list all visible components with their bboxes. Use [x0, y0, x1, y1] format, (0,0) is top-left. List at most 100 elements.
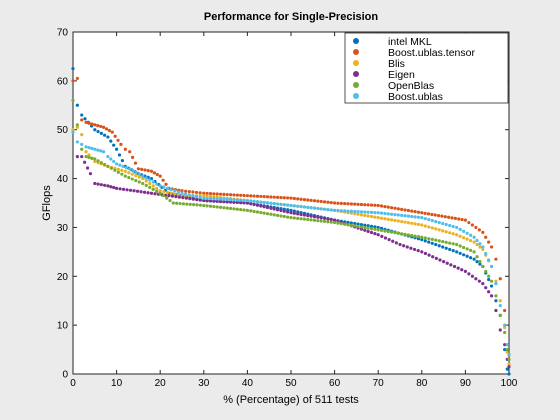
data-point — [410, 234, 413, 237]
data-point — [413, 215, 416, 218]
data-point — [136, 190, 139, 193]
data-point — [406, 245, 409, 248]
data-point — [170, 188, 173, 191]
data-point — [246, 209, 249, 212]
data-point — [316, 207, 319, 210]
data-point — [162, 190, 165, 193]
data-point — [397, 207, 400, 210]
data-point — [333, 221, 336, 224]
data-point — [232, 207, 235, 210]
data-point — [390, 206, 393, 209]
data-point — [232, 198, 235, 201]
data-point — [462, 230, 465, 233]
data-point — [96, 148, 99, 151]
data-point — [420, 250, 423, 253]
data-point — [219, 197, 222, 200]
data-point — [180, 192, 183, 195]
data-point — [446, 262, 449, 265]
data-point — [229, 207, 232, 210]
data-point — [249, 194, 252, 197]
data-point — [303, 198, 306, 201]
data-point — [246, 199, 249, 202]
data-point — [455, 233, 458, 236]
data-point — [367, 227, 370, 230]
data-point — [474, 226, 477, 229]
data-point — [229, 193, 232, 196]
data-point — [279, 203, 282, 206]
data-point — [481, 231, 484, 234]
data-point — [413, 234, 416, 237]
data-point — [478, 280, 481, 283]
data-point — [249, 209, 252, 212]
data-point — [80, 118, 83, 121]
data-point — [286, 210, 289, 213]
data-point — [326, 201, 329, 204]
data-point — [119, 143, 122, 146]
data-point — [185, 197, 188, 200]
data-point — [387, 230, 390, 233]
data-point — [129, 189, 132, 192]
data-point — [487, 275, 490, 278]
data-point — [448, 224, 451, 227]
data-point — [162, 179, 165, 182]
data-point — [80, 133, 83, 136]
data-point — [141, 182, 144, 185]
data-point — [128, 150, 131, 153]
data-point — [216, 205, 219, 208]
data-point — [222, 206, 225, 209]
data-point — [310, 199, 313, 202]
data-point — [269, 213, 272, 216]
data-point — [118, 164, 121, 167]
data-point — [259, 200, 262, 203]
data-point — [148, 178, 151, 181]
data-point — [373, 204, 376, 207]
data-point — [177, 190, 180, 193]
data-point — [407, 215, 410, 218]
data-point — [316, 216, 319, 219]
data-point — [484, 270, 487, 273]
data-point — [455, 243, 458, 246]
data-point — [484, 286, 487, 289]
data-point — [475, 260, 478, 263]
data-point — [380, 204, 383, 207]
data-point — [152, 180, 155, 183]
data-point — [159, 192, 162, 195]
data-point — [413, 248, 416, 251]
data-point — [467, 221, 470, 224]
data-point — [398, 243, 401, 246]
data-point — [209, 197, 212, 200]
data-point — [253, 194, 256, 197]
data-point — [475, 255, 478, 258]
data-point — [460, 218, 463, 221]
data-point — [417, 223, 420, 226]
data-point — [377, 216, 380, 219]
data-point — [346, 209, 349, 212]
data-point — [475, 243, 478, 246]
data-point — [283, 203, 286, 206]
data-point — [413, 210, 416, 213]
data-point — [188, 190, 191, 193]
data-point — [236, 198, 239, 201]
data-point — [120, 173, 123, 176]
data-point — [152, 184, 155, 187]
data-point — [87, 122, 90, 125]
data-point — [431, 226, 434, 229]
data-point — [452, 249, 455, 252]
data-point — [367, 211, 370, 214]
data-point — [326, 217, 329, 220]
data-point — [192, 197, 195, 200]
data-point — [387, 212, 390, 215]
legend: intel MKLBoost.ublas.tensorBlisEigenOpen… — [345, 33, 508, 103]
data-point — [467, 272, 470, 275]
data-point — [174, 195, 177, 198]
data-point — [259, 211, 262, 214]
data-point — [473, 250, 476, 253]
data-point — [431, 219, 434, 222]
data-point — [162, 194, 165, 197]
data-point — [173, 189, 176, 192]
data-point — [125, 166, 128, 169]
data-point — [293, 204, 296, 207]
data-point — [478, 260, 481, 263]
data-point — [103, 184, 106, 187]
data-point — [175, 202, 178, 205]
